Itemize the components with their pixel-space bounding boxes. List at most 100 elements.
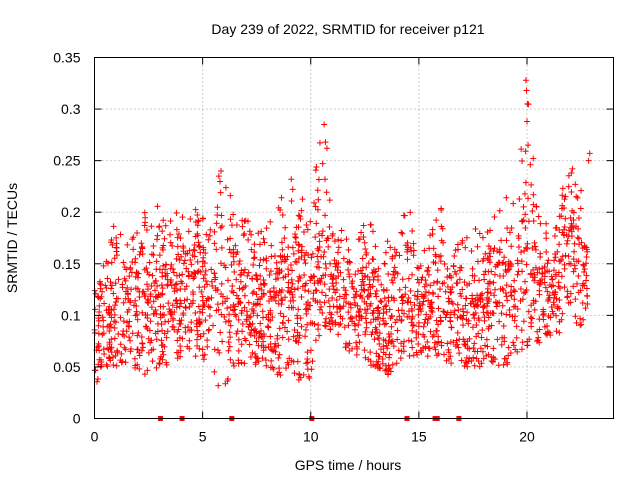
data-point xyxy=(152,287,159,294)
data-point xyxy=(369,228,376,235)
data-point xyxy=(451,253,458,260)
data-point xyxy=(509,313,516,320)
data-point xyxy=(493,303,500,310)
data-point xyxy=(511,296,518,303)
data-point xyxy=(341,295,348,302)
chart-title: Day 239 of 2022, SRMTID for receiver p12… xyxy=(211,21,484,37)
data-point xyxy=(167,239,174,246)
data-point xyxy=(391,246,398,253)
data-point-peak xyxy=(585,157,592,164)
data-point xyxy=(551,257,558,264)
data-point-peak xyxy=(522,77,529,84)
data-point xyxy=(199,258,206,265)
data-point xyxy=(437,258,444,265)
data-point xyxy=(415,311,422,318)
data-point xyxy=(344,342,351,349)
data-point xyxy=(159,228,166,235)
data-point xyxy=(271,343,278,350)
data-point xyxy=(173,226,180,233)
data-point xyxy=(164,328,171,335)
data-point xyxy=(211,368,218,375)
data-point xyxy=(278,194,285,201)
data-point xyxy=(145,349,152,356)
data-point xyxy=(310,295,317,302)
data-point xyxy=(139,344,146,351)
data-point xyxy=(111,325,118,332)
data-point xyxy=(496,318,503,325)
data-point xyxy=(391,297,398,304)
data-point xyxy=(128,269,135,276)
data-point xyxy=(582,277,589,284)
data-point xyxy=(169,302,176,309)
data-point xyxy=(355,332,362,339)
data-point xyxy=(385,271,392,278)
data-point xyxy=(211,228,218,235)
data-point xyxy=(296,273,303,280)
data-point xyxy=(537,280,544,287)
data-point xyxy=(194,327,201,334)
data-point xyxy=(275,354,282,361)
data-point xyxy=(559,185,566,192)
data-point xyxy=(539,312,546,319)
data-point xyxy=(392,319,399,326)
data-point xyxy=(146,327,153,334)
data-point xyxy=(543,220,550,227)
data-point xyxy=(384,238,391,245)
data-point xyxy=(409,313,416,320)
data-point xyxy=(106,355,112,362)
data-point xyxy=(528,319,535,326)
data-point xyxy=(362,245,369,252)
data-point xyxy=(209,322,216,329)
data-point xyxy=(267,287,274,294)
data-point xyxy=(427,303,434,310)
data-point xyxy=(528,315,535,322)
data-point xyxy=(447,353,454,360)
data-point xyxy=(488,322,495,329)
data-point xyxy=(297,374,304,381)
data-point xyxy=(581,268,588,275)
data-point xyxy=(257,320,264,327)
data-point xyxy=(195,217,202,224)
data-point xyxy=(563,240,570,247)
data-point xyxy=(529,208,536,215)
data-point xyxy=(298,323,305,330)
data-point xyxy=(259,308,266,315)
data-point xyxy=(502,290,509,297)
data-point xyxy=(134,316,141,323)
data-point xyxy=(480,309,487,316)
data-point xyxy=(106,339,113,346)
data-point xyxy=(463,354,470,361)
data-point xyxy=(528,181,535,188)
data-point xyxy=(364,306,371,313)
data-point xyxy=(380,310,387,317)
data-point xyxy=(189,300,196,307)
data-point xyxy=(427,232,434,239)
data-point xyxy=(159,244,166,251)
data-point xyxy=(572,181,579,188)
data-point xyxy=(407,209,414,216)
data-point xyxy=(414,288,421,295)
data-point xyxy=(147,293,154,300)
data-point xyxy=(104,345,111,352)
data-point xyxy=(274,335,281,342)
data-point xyxy=(346,259,353,266)
data-point xyxy=(380,336,387,343)
data-point xyxy=(145,299,152,306)
data-point xyxy=(97,295,104,302)
data-point xyxy=(259,355,266,362)
data-point xyxy=(361,306,368,313)
data-point xyxy=(411,292,418,299)
data-point xyxy=(130,246,137,253)
data-point xyxy=(515,243,522,250)
data-point xyxy=(176,303,183,310)
data-point xyxy=(405,337,412,344)
data-point xyxy=(144,315,151,322)
y-tick-label: 0 xyxy=(73,411,81,427)
data-point xyxy=(553,328,560,335)
data-point xyxy=(371,336,378,343)
data-point xyxy=(304,226,311,233)
data-point xyxy=(438,339,445,346)
data-point xyxy=(92,290,99,297)
data-point xyxy=(361,239,368,246)
data-point xyxy=(217,329,224,336)
